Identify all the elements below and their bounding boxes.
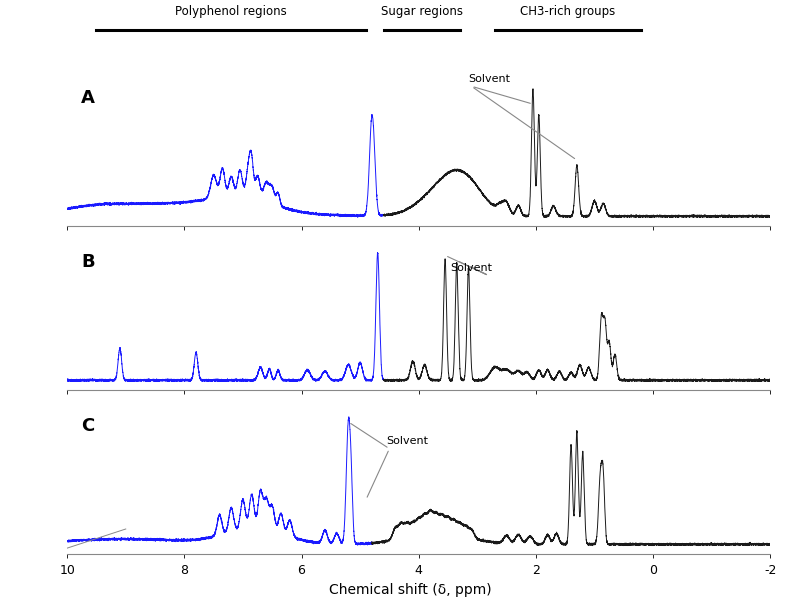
Text: Polyphenol regions: Polyphenol regions xyxy=(175,5,287,18)
Text: CH3-rich groups: CH3-rich groups xyxy=(521,5,615,18)
Text: Solvent: Solvent xyxy=(386,436,428,446)
Text: C: C xyxy=(81,416,95,435)
Text: A: A xyxy=(81,88,95,107)
Text: Solvent: Solvent xyxy=(468,74,510,84)
Text: Solvent: Solvent xyxy=(450,263,492,273)
Text: Chemical shift (δ, ppm): Chemical shift (δ, ppm) xyxy=(329,583,492,597)
Text: B: B xyxy=(81,253,95,270)
Text: Sugar regions: Sugar regions xyxy=(381,5,463,18)
